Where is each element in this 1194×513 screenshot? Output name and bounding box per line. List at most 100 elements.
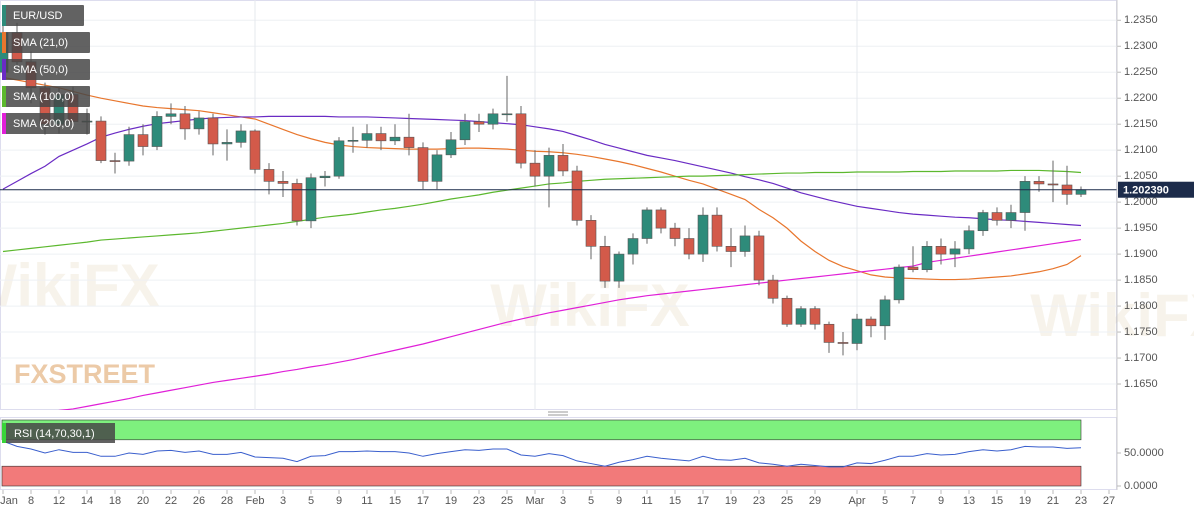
candle-body <box>1005 212 1017 221</box>
last-price-label: 1.202390 <box>1123 185 1169 197</box>
candle-body <box>347 140 359 142</box>
x-tick-label: 14 <box>81 495 93 507</box>
y-tick-label: 1.1750 <box>1124 326 1158 338</box>
candle-body <box>543 155 555 177</box>
y-tick-label: 1.2200 <box>1124 92 1158 104</box>
x-tick-label: 5 <box>588 495 594 507</box>
candle-body <box>949 248 961 255</box>
legend-box <box>2 423 115 443</box>
candle-body <box>599 246 611 282</box>
legend: EUR/USD SMA (21,0) SMA (50,0) SMA (100,0) SM… <box>2 5 115 443</box>
candle-body <box>529 162 541 177</box>
legend-label: EUR/USD <box>13 10 63 22</box>
legend-swatch <box>2 86 6 107</box>
candle-body <box>935 246 947 255</box>
candle-body <box>137 134 149 147</box>
candle-body <box>179 113 191 130</box>
legend-swatch <box>2 59 6 80</box>
candle-body <box>767 279 779 299</box>
candle-body <box>193 117 205 130</box>
candle-body <box>893 266 905 301</box>
candle-body <box>1047 183 1059 186</box>
candle-body <box>487 113 499 125</box>
y-tick-label: 1.2250 <box>1124 66 1158 78</box>
y-tick-label: 1.2050 <box>1124 170 1158 182</box>
legend-box <box>2 86 90 107</box>
candle-body <box>781 297 793 325</box>
candle-body <box>683 238 695 255</box>
candle-body <box>515 113 527 164</box>
x-tick-label: 15 <box>991 495 1003 507</box>
x-tick-label: 19 <box>445 495 457 507</box>
sma-line <box>2 169 1082 253</box>
rsi-plot <box>1 419 1082 487</box>
x-tick-label: 5 <box>308 495 314 507</box>
y-tick-label: 1.1950 <box>1124 222 1158 234</box>
legend-box <box>2 113 90 134</box>
watermark: WikiFX <box>1030 282 1194 349</box>
x-tick-label: 15 <box>669 495 681 507</box>
legend-box <box>2 32 90 53</box>
candle-body <box>571 170 583 221</box>
candle-body <box>473 121 485 125</box>
candle-body <box>431 154 443 182</box>
candle-body <box>249 130 261 170</box>
x-tick-label: 12 <box>53 495 65 507</box>
x-tick-label: 8 <box>28 495 34 507</box>
y-tick-label: 1.1800 <box>1124 300 1158 312</box>
x-tick-label: 9 <box>336 495 342 507</box>
x-tick-label: 27 <box>1103 495 1115 507</box>
candle-body <box>417 147 429 182</box>
rsi-band <box>1 419 1082 441</box>
candle-body <box>263 169 275 182</box>
candle-body <box>95 120 107 161</box>
candle-body <box>725 246 737 252</box>
legend-label: SMA (200,0) <box>13 118 74 130</box>
legend-swatch <box>2 32 6 53</box>
candle-body <box>221 142 233 145</box>
legend-swatch <box>2 423 6 443</box>
candle-body <box>753 235 765 281</box>
brand-logo: FXSTREET <box>14 359 156 389</box>
price-panel <box>0 0 1117 410</box>
candle-body <box>235 130 247 143</box>
candle-body <box>991 212 1003 221</box>
x-tick-label: 17 <box>697 495 709 507</box>
x-tick-label: 9 <box>616 495 622 507</box>
legend-label: SMA (100,0) <box>13 91 74 103</box>
candle-body <box>711 214 723 247</box>
x-tick-label: Apr <box>848 495 865 507</box>
candle-body <box>1075 189 1087 195</box>
x-tick-label: 28 <box>221 495 233 507</box>
last-price-box <box>1118 181 1194 198</box>
x-tick-label: 7 <box>910 495 916 507</box>
candle-body <box>865 318 877 327</box>
legend-label: SMA (50,0) <box>13 64 68 76</box>
x-tick-label: 11 <box>361 495 372 507</box>
legend-box <box>2 59 90 80</box>
y-tick-label: 1.1650 <box>1124 378 1158 390</box>
candle-body <box>963 230 975 250</box>
candle-body <box>627 238 639 255</box>
candle-body <box>809 308 821 325</box>
candle-body <box>123 134 135 162</box>
candle-body <box>823 323 835 343</box>
x-tick-label: 5 <box>882 495 888 507</box>
rsi-line <box>2 440 1082 468</box>
y-tick-label: 1.1700 <box>1124 352 1158 364</box>
candle-body <box>739 235 751 252</box>
candle-body <box>403 136 415 148</box>
legend-label: SMA (21,0) <box>13 37 68 49</box>
x-tick-label: 23 <box>753 495 765 507</box>
candle-body <box>389 136 401 142</box>
candle-body <box>375 133 387 142</box>
candle-body <box>459 121 471 141</box>
candle-body <box>1019 181 1031 213</box>
x-tick-label: 11 <box>641 495 652 507</box>
candle-body <box>851 318 863 344</box>
candle-body <box>795 308 807 325</box>
x-tick-label: 22 <box>165 495 177 507</box>
candle-body <box>697 214 709 255</box>
x-tick-label: 20 <box>137 495 149 507</box>
